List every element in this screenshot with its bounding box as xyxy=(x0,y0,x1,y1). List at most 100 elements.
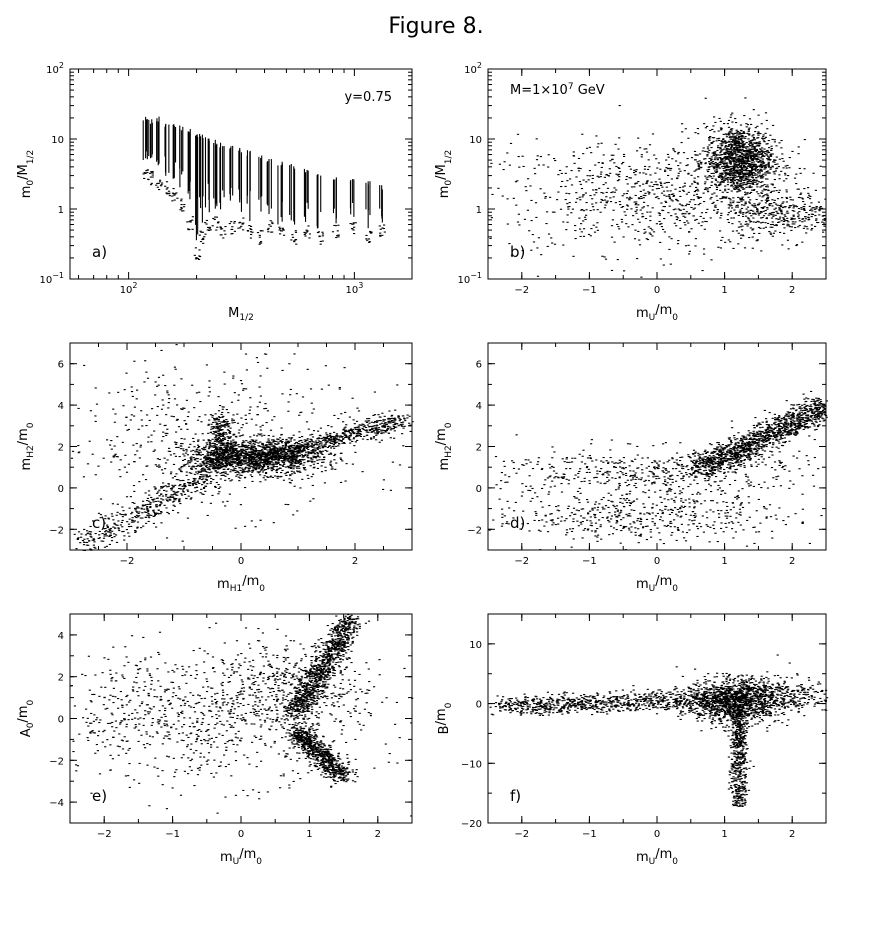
data-point xyxy=(710,142,713,144)
data-point xyxy=(770,190,773,192)
data-point xyxy=(715,170,719,172)
data-point xyxy=(359,431,362,433)
data-point xyxy=(287,445,290,447)
data-point xyxy=(780,205,783,207)
data-point xyxy=(708,149,711,151)
data-point xyxy=(771,221,774,223)
data-point xyxy=(336,230,339,232)
data-point xyxy=(288,466,291,468)
data-point xyxy=(742,235,745,237)
data-point xyxy=(807,216,810,218)
data-point xyxy=(756,133,759,135)
data-point xyxy=(338,438,341,440)
data-point xyxy=(724,174,728,176)
data-point xyxy=(686,158,689,160)
data-point xyxy=(255,459,258,461)
data-point xyxy=(731,230,735,232)
data-point xyxy=(773,161,776,163)
data-point xyxy=(753,163,756,165)
data-point xyxy=(648,232,651,234)
data-point xyxy=(533,167,536,169)
data-point xyxy=(255,461,258,463)
data-point xyxy=(787,212,790,214)
data-point xyxy=(309,445,312,447)
data-point xyxy=(658,214,661,216)
data-point xyxy=(172,193,175,195)
data-point xyxy=(754,181,757,183)
data-point xyxy=(782,207,785,209)
data-point xyxy=(706,169,709,171)
data-point xyxy=(764,226,767,228)
data-point xyxy=(612,154,615,156)
data-point xyxy=(737,174,741,176)
data-point xyxy=(725,178,728,180)
data-point xyxy=(572,255,575,257)
data-point xyxy=(516,180,519,182)
data-point xyxy=(729,141,732,143)
data-point xyxy=(591,203,594,205)
data-point xyxy=(213,218,216,220)
data-point xyxy=(275,463,278,465)
data-point xyxy=(248,225,251,227)
data-point xyxy=(317,231,320,233)
data-point xyxy=(730,180,733,182)
data-point xyxy=(777,218,780,220)
data-point xyxy=(761,154,764,156)
data-point xyxy=(205,459,208,461)
data-point xyxy=(735,158,738,160)
data-point xyxy=(753,139,756,141)
data-point xyxy=(762,136,765,138)
data-point xyxy=(760,177,763,179)
data-point xyxy=(377,427,381,429)
data-point xyxy=(757,152,760,154)
data-point xyxy=(778,205,781,207)
data-point xyxy=(375,439,378,441)
data-point xyxy=(693,207,696,209)
data-point xyxy=(668,196,671,198)
data-point xyxy=(196,448,199,450)
data-point xyxy=(610,154,613,156)
data-point xyxy=(782,217,785,219)
data-point xyxy=(325,432,328,434)
data-point xyxy=(722,196,725,198)
data-point xyxy=(767,199,770,201)
data-point xyxy=(743,160,747,162)
data-point xyxy=(794,227,797,229)
data-point xyxy=(600,142,603,144)
data-point xyxy=(221,228,224,230)
data-point xyxy=(301,441,304,443)
data-point xyxy=(642,172,645,174)
data-point xyxy=(559,169,562,171)
data-point xyxy=(651,185,654,187)
data-point xyxy=(378,420,381,422)
data-point xyxy=(733,140,736,142)
data-point xyxy=(780,140,783,142)
data-point xyxy=(296,456,299,458)
data-point xyxy=(215,453,219,455)
data-point xyxy=(319,243,322,245)
data-point xyxy=(319,240,322,242)
data-point xyxy=(695,218,698,220)
data-point xyxy=(315,440,318,442)
data-point xyxy=(737,141,740,143)
data-point xyxy=(711,137,714,139)
data-point xyxy=(790,229,793,231)
data-point xyxy=(269,441,272,443)
data-point xyxy=(294,230,297,232)
data-point xyxy=(336,441,339,443)
data-point xyxy=(293,453,296,455)
data-point xyxy=(734,213,737,215)
data-point xyxy=(307,225,310,227)
data-point xyxy=(749,150,752,152)
data-point xyxy=(208,226,212,228)
data-point xyxy=(249,466,252,468)
data-point xyxy=(383,231,386,233)
data-point xyxy=(742,131,745,133)
data-point xyxy=(149,176,152,178)
data-point xyxy=(277,441,280,443)
data-point xyxy=(814,211,817,213)
data-point xyxy=(771,223,774,225)
data-point xyxy=(235,463,238,465)
data-point xyxy=(611,191,614,193)
data-point xyxy=(734,187,737,189)
